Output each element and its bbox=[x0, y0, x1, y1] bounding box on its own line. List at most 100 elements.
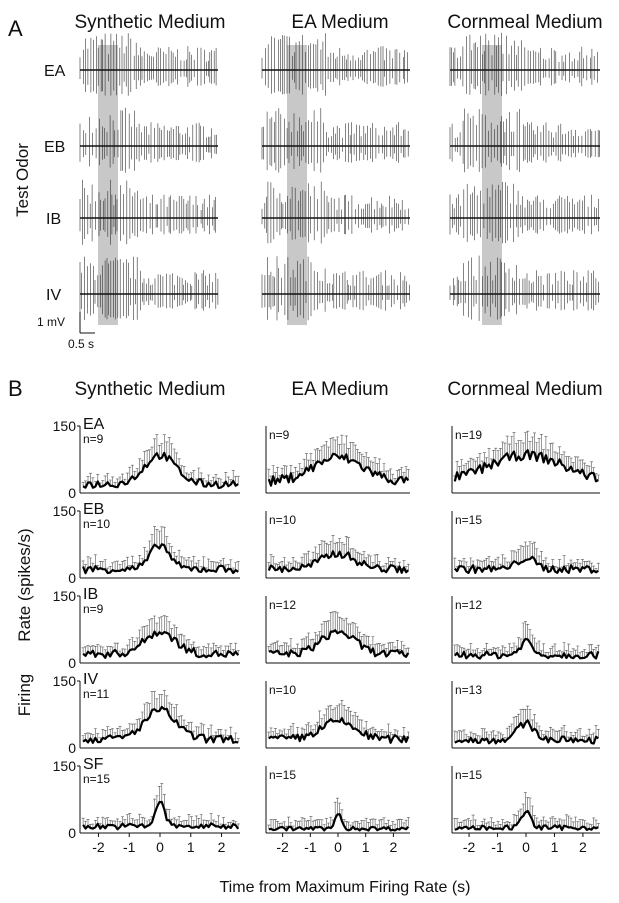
histogram-IB-3: n=12 bbox=[451, 596, 600, 664]
stimulus-shade-1 bbox=[98, 45, 118, 325]
n-label: n=15 bbox=[83, 772, 110, 786]
n-label: n=10 bbox=[83, 517, 110, 531]
panel-b-col-title-1: Synthetic Medium bbox=[74, 379, 225, 400]
stimulus-shade-2 bbox=[287, 45, 307, 325]
y-tick-label-bottom: 0 bbox=[68, 485, 76, 501]
n-label: n=10 bbox=[269, 513, 296, 527]
trace-2-3 bbox=[261, 181, 410, 244]
histogram-IV-3: n=13 bbox=[451, 681, 600, 749]
n-label: n=10 bbox=[269, 683, 296, 697]
trace-1-2 bbox=[79, 107, 218, 173]
error-bars bbox=[81, 615, 240, 658]
rate-line bbox=[82, 705, 239, 744]
row-label: IB bbox=[83, 586, 98, 603]
panel-b-letter: B bbox=[8, 376, 23, 401]
rate-line bbox=[82, 630, 240, 659]
error-bars bbox=[453, 541, 600, 573]
panel-a-letter: A bbox=[8, 16, 23, 41]
histogram-IV-1: 150 0 IVn=11 bbox=[53, 671, 240, 756]
trace-3-3 bbox=[449, 182, 600, 244]
x-tick-label: -2 bbox=[276, 839, 289, 855]
rate-line bbox=[268, 717, 410, 744]
panel-b-y-title-left: Firing bbox=[15, 674, 34, 717]
panel-a-col-title-2: EA Medium bbox=[291, 12, 388, 33]
histogram-SF-1: 150 0 SFn=15 -2 -1 0 1 2 bbox=[53, 756, 240, 855]
error-bars bbox=[453, 621, 600, 659]
row-label: IV bbox=[83, 671, 98, 688]
n-label: n=12 bbox=[455, 598, 482, 612]
error-bars bbox=[267, 535, 410, 573]
trace-1-1 bbox=[79, 33, 218, 96]
row-label: SF bbox=[83, 756, 104, 773]
trace-1-4 bbox=[79, 256, 219, 321]
rate-line bbox=[267, 550, 410, 574]
n-label: n=11 bbox=[83, 687, 109, 701]
row-label: EA bbox=[83, 416, 105, 433]
rate-line bbox=[453, 555, 599, 574]
row-label: EB bbox=[83, 501, 104, 518]
trace-1-3 bbox=[79, 179, 218, 245]
y-tick-label-bottom: 0 bbox=[68, 740, 76, 756]
panel-a-col-title-1: Synthetic Medium bbox=[74, 12, 225, 33]
y-tick-label-top: 150 bbox=[53, 503, 77, 519]
n-label: n=9 bbox=[83, 432, 104, 446]
x-tick-label: -1 bbox=[123, 839, 136, 855]
y-tick-label-bottom: 0 bbox=[68, 655, 76, 671]
panel-a-y-title: Test Odor bbox=[13, 143, 32, 217]
histogram-EA-1: 150 0 EAn=9 bbox=[53, 416, 240, 501]
histogram-IB-2: n=12 bbox=[265, 596, 410, 664]
trace-3-2 bbox=[449, 108, 600, 173]
x-tick-label: -2 bbox=[92, 839, 105, 855]
rate-line bbox=[454, 809, 599, 832]
trace-2-1 bbox=[261, 33, 410, 96]
x-tick-label: 2 bbox=[389, 839, 397, 855]
n-label: n=19 bbox=[455, 428, 482, 442]
rate-line bbox=[453, 449, 599, 483]
n-label: n=9 bbox=[83, 602, 104, 616]
panel-a-row-label-3: IB bbox=[46, 211, 61, 228]
x-tick-label: -1 bbox=[304, 839, 317, 855]
panel-a-col-title-3: Cornmeal Medium bbox=[447, 12, 602, 33]
error-bars bbox=[453, 792, 600, 830]
x-tick-label: 0 bbox=[156, 839, 164, 855]
error-bars bbox=[453, 705, 600, 744]
rate-line bbox=[454, 719, 599, 745]
histogram-EB-2: n=10 bbox=[265, 511, 410, 579]
panel-b-col-title-3: Cornmeal Medium bbox=[447, 379, 602, 400]
error-bars bbox=[81, 526, 240, 574]
x-tick-label: -1 bbox=[491, 839, 504, 855]
panel-a-traces bbox=[79, 32, 600, 325]
x-tick-label: 1 bbox=[187, 839, 195, 855]
x-tick-label: 1 bbox=[551, 839, 559, 855]
histogram-SF-3: n=15 -2 -1 0 1 2 bbox=[451, 766, 600, 855]
n-label: n=15 bbox=[455, 768, 482, 782]
histogram-EA-2: n=9 bbox=[265, 426, 410, 494]
x-tick-label: 2 bbox=[218, 839, 226, 855]
panel-a-row-label-2: EB bbox=[44, 139, 65, 156]
panel-b-x-title: Time from Maximum Firing Rate (s) bbox=[220, 879, 471, 896]
x-tick-label: 0 bbox=[334, 839, 342, 855]
panel-a-row-label-4: IV bbox=[46, 287, 61, 304]
y-tick-label-bottom: 0 bbox=[68, 825, 76, 841]
rate-line bbox=[268, 813, 410, 832]
n-label: n=15 bbox=[269, 768, 296, 782]
error-bars bbox=[267, 434, 410, 486]
error-bars bbox=[267, 611, 410, 657]
x-tick-label: 1 bbox=[362, 839, 370, 855]
y-tick-label-bottom: 0 bbox=[68, 570, 76, 586]
n-label: n=9 bbox=[269, 428, 290, 442]
y-tick-label-top: 150 bbox=[53, 673, 77, 689]
histogram-SF-2: n=15 -2 -1 0 1 2 bbox=[265, 766, 410, 855]
rate-line bbox=[267, 452, 410, 487]
trace-2-4 bbox=[261, 256, 410, 321]
histogram-IB-1: 150 0 IBn=9 bbox=[53, 586, 240, 671]
n-label: n=13 bbox=[455, 683, 482, 697]
histogram-IV-2: n=10 bbox=[265, 681, 410, 749]
error-bars bbox=[267, 797, 410, 831]
x-tick-label: -2 bbox=[463, 839, 476, 855]
n-label: n=12 bbox=[269, 598, 296, 612]
rate-line bbox=[82, 451, 239, 489]
trace-3-1 bbox=[449, 32, 600, 96]
histogram-EA-3: n=19 bbox=[451, 426, 600, 494]
